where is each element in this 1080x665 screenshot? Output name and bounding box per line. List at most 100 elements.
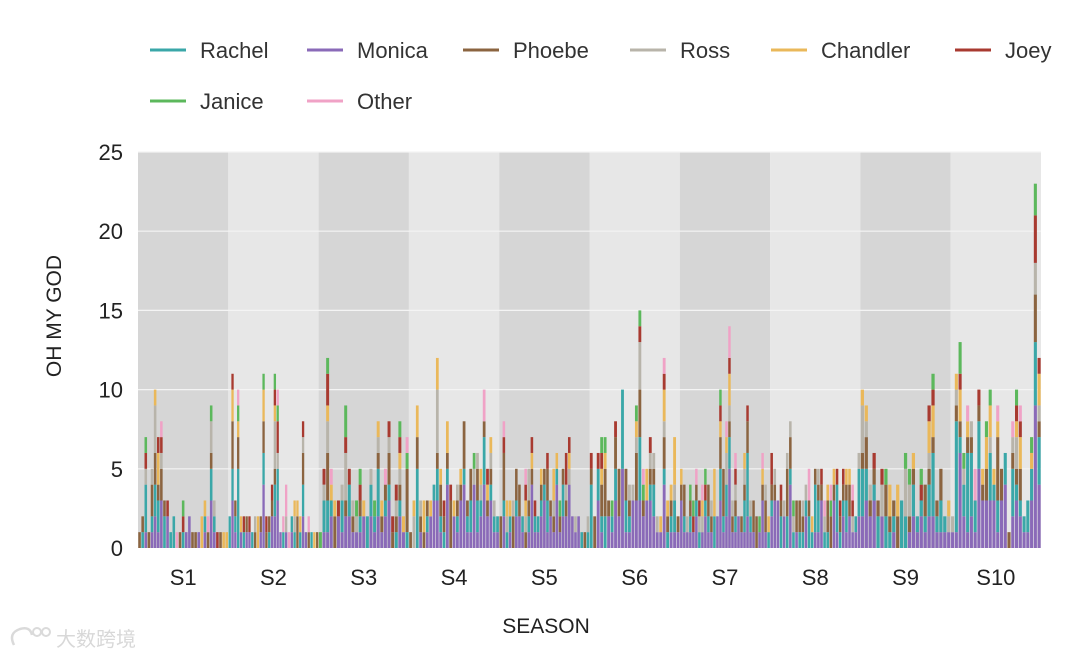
bar-segment-chandler (848, 468, 851, 485)
bar-segment-ross (574, 516, 577, 533)
legend-item-phoebe: Phoebe (463, 38, 589, 63)
bar-segment-monica (835, 532, 839, 548)
bar-segment-joey (851, 500, 854, 517)
bar-segment-joey (820, 468, 823, 485)
bar-segment-ross (734, 484, 737, 501)
bar-segment-phoebe (954, 405, 958, 422)
bar-segment-rachel (213, 516, 216, 533)
bar-segment-phoebe (764, 500, 767, 533)
bar-segment-phoebe (419, 516, 422, 533)
bar-segment-other (725, 421, 728, 438)
bar-segment-ross (789, 421, 792, 438)
bar-segment-phoebe (231, 421, 234, 469)
bar-segment-rachel (845, 500, 848, 533)
bar-segment-phoebe (707, 484, 710, 517)
bar-segment-monica (655, 532, 659, 548)
bar-segment-phoebe (923, 484, 927, 517)
bar-segment-rachel (1030, 468, 1034, 501)
bar-segment-phoebe (307, 532, 310, 548)
bar-segment-chandler (1030, 452, 1034, 469)
y-axis-ticks: 0 5 10 15 20 25 (99, 140, 123, 561)
bar-segment-ross (988, 437, 992, 453)
bar-segment-janice (355, 500, 359, 517)
bar-segment-phoebe (996, 437, 1000, 501)
bar-segment-monica (558, 532, 562, 548)
bar-segment-monica (864, 500, 868, 548)
bar-segment-ross (489, 452, 493, 469)
y-tick-label: 0 (111, 536, 123, 561)
bar-segment-rachel (539, 500, 543, 517)
bar-segment-phoebe (607, 500, 611, 517)
bar-segment-rachel (293, 532, 296, 548)
bar-segment-monica (1015, 500, 1019, 548)
bar-segment-janice (919, 468, 923, 485)
bar-segment-rachel (505, 532, 509, 548)
bar-segment-rachel (1015, 484, 1019, 501)
bar-segment-rachel (376, 468, 380, 517)
bar-segment-monica (521, 532, 524, 548)
bar-segment-joey (564, 452, 568, 485)
bar-segment-chandler (896, 484, 900, 517)
bar-segment-monica (571, 516, 574, 548)
legend-label: Other (357, 89, 412, 114)
bar-segment-rachel (923, 516, 927, 533)
bar-segment-joey (704, 484, 707, 501)
bar-segment-monica (387, 500, 391, 548)
bar-segment-rachel (234, 516, 237, 533)
bar-segment-janice (181, 500, 185, 517)
bar-segment-monica (472, 484, 476, 548)
bar-segment-rachel (489, 484, 493, 501)
bar-segment-rachel (804, 500, 808, 517)
bar-segment-joey (248, 516, 251, 533)
bar-segment-rachel (876, 516, 880, 548)
bar-segment-chandler (326, 405, 330, 422)
bar-segment-ross (907, 484, 912, 517)
bar-segment-monica (614, 500, 617, 548)
bar-segment-monica (398, 516, 402, 548)
bar-segment-phoebe (1015, 468, 1019, 485)
bar-segment-monica (166, 516, 169, 548)
bar-segment-rachel (911, 484, 916, 517)
x-axis-title: SEASON (502, 615, 590, 638)
bar-segment-joey (546, 452, 549, 469)
bar-segment-joey (344, 437, 348, 453)
bar-segment-chandler (673, 437, 677, 485)
legend-item-monica: Monica (307, 38, 429, 63)
bar-segment-rachel (884, 516, 888, 548)
bar-segment-chandler (313, 532, 316, 548)
legend-item-janice: Janice (150, 89, 264, 114)
bar-segment-joey (326, 373, 330, 406)
bar-segment-rachel (589, 484, 593, 548)
bar-segment-monica (290, 532, 293, 548)
bar-segment-chandler (412, 500, 416, 517)
bar-segment-janice (962, 452, 966, 469)
bar-segment-other (973, 468, 977, 501)
bar-segment-chandler (486, 484, 489, 501)
bar-segment-monica (795, 532, 798, 548)
bar-segment-monica (600, 532, 604, 548)
bar-segment-rachel (966, 452, 970, 533)
bar-segment-phoebe (868, 500, 872, 517)
bar-segment-monica (776, 500, 780, 548)
bar-segment-monica (645, 500, 649, 548)
bar-segment-chandler (984, 437, 988, 469)
bar-segment-monica (977, 468, 981, 548)
bar-segment-janice (719, 389, 722, 406)
bar-segment-ross (419, 500, 422, 517)
bar-segment-monica (659, 532, 663, 548)
bar-segment-monica (892, 532, 896, 548)
bar-segment-joey (1033, 215, 1037, 263)
bar-segment-monica (273, 516, 277, 548)
bar-segment-monica (239, 532, 243, 548)
bar-segment-phoebe (564, 500, 568, 517)
bar-segment-janice (603, 437, 607, 453)
bar-segment-monica (923, 532, 927, 548)
bar-segment-monica (452, 516, 456, 548)
bar-segment-monica (376, 516, 380, 548)
bar-segment-ross (903, 468, 908, 517)
bar-segment-phoebe (527, 500, 531, 517)
bar-segment-phoebe (958, 421, 962, 438)
bar-segment-rachel (652, 484, 656, 517)
bar-segment-rachel (596, 468, 600, 501)
bar-segment-ross (851, 516, 854, 533)
